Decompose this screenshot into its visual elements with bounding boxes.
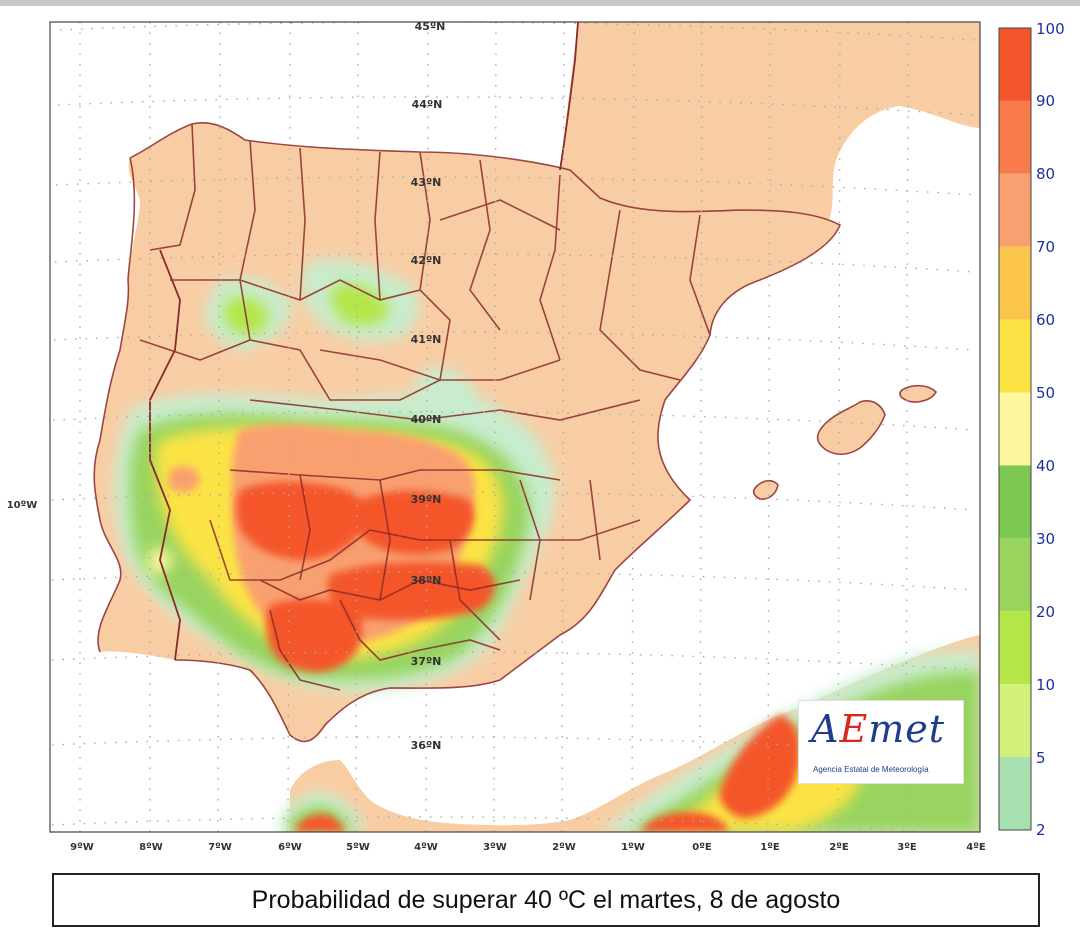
lat-label-36: 36ºN [411,739,442,752]
island-mallorca [817,400,885,455]
legend-band [999,28,1031,101]
legend-band [999,319,1031,393]
legend-band [999,757,1031,830]
lat-label-41: 41ºN [411,333,442,346]
legend-tick-70: 70 [1036,238,1055,256]
map-frame [49,21,981,833]
legend-tick-20: 20 [1036,603,1055,621]
graticule [51,22,976,832]
legend-tick-60: 60 [1036,311,1055,329]
side-label-10w: 10ºW [7,500,38,511]
lat-label-39: 39ºN [411,493,442,506]
lat-label-43: 43ºN [411,176,442,189]
aemet-subtitle: Agencia Estatal de Meteorología [813,765,929,774]
aemet-wordmark: AEmet [811,707,945,751]
lat-label-42: 42ºN [411,254,442,267]
lon-label-3w: 3ºW [483,842,507,853]
legend-band [999,465,1031,539]
legend-tick-labels: 100 90 80 70 60 50 40 30 20 10 5 2 [1036,20,1065,839]
lon-label-8w: 8ºW [139,842,163,853]
lat-label-37: 37ºN [411,655,442,668]
lon-label-5w: 5ºW [346,842,370,853]
legend-band [999,538,1031,612]
map-caption: Probabilidad de superar 40 ºC el martes,… [52,873,1040,927]
lat-label-44: 44ºN [412,98,443,111]
lon-label-2w: 2ºW [552,842,576,853]
top-bar [0,0,1080,6]
lon-label-3e: 3ºE [897,842,917,853]
probability-map: 45ºN 44ºN 43ºN 42ºN 41ºN 40ºN 39ºN 38ºN … [7,20,1065,853]
wordmark-a: A [811,707,840,751]
legend-tick-5: 5 [1036,749,1046,767]
legend-band [999,100,1031,174]
lon-label-2e: 2ºE [829,842,849,853]
latitude-labels: 45ºN 44ºN 43ºN 42ºN 41ºN 40ºN 39ºN 38ºN … [411,20,446,752]
legend-bands [999,28,1031,830]
legend-tick-40: 40 [1036,457,1055,475]
legend-tick-80: 80 [1036,165,1055,183]
lat-label-45: 45ºN [415,20,446,33]
wordmark-e: E [839,707,869,751]
island-menorca [900,385,936,402]
lon-label-4e: 4ºE [966,842,986,853]
lat-label-38: 38ºN [411,574,442,587]
legend-band [999,684,1031,757]
longitude-labels: 9ºW 8ºW 7ºW 6ºW 5ºW 4ºW 3ºW 2ºW 1ºW 0ºE … [70,842,986,853]
color-legend: 100 90 80 70 60 50 40 30 20 10 5 2 [998,20,1065,839]
island-ibiza [753,480,778,500]
wordmark-met: met [868,707,945,751]
legend-band [999,173,1031,247]
legend-band [999,246,1031,320]
legend-tick-2: 2 [1036,821,1046,839]
legend-tick-100: 100 [1036,20,1065,38]
lon-label-1e: 1ºE [760,842,780,853]
aemet-logo: AEmet Agencia Estatal de Meteorología [798,700,964,784]
legend-tick-10: 10 [1036,676,1055,694]
legend-band [999,392,1031,466]
lon-label-0e: 0ºE [692,842,712,853]
legend-band [999,611,1031,685]
country-borders [149,22,579,661]
legend-tick-90: 90 [1036,92,1055,110]
legend-tick-50: 50 [1036,384,1055,402]
legend-tick-30: 30 [1036,530,1055,548]
land-france [560,22,980,262]
lon-label-9w: 9ºW [70,842,94,853]
lon-label-7w: 7ºW [208,842,232,853]
lat-label-40: 40ºN [411,413,442,426]
lon-label-1w: 1ºW [621,842,645,853]
lon-label-4w: 4ºW [414,842,438,853]
province-borders [93,122,937,743]
lon-label-6w: 6ºW [278,842,302,853]
probability-fields [114,258,980,832]
legend-frame [998,27,1032,831]
